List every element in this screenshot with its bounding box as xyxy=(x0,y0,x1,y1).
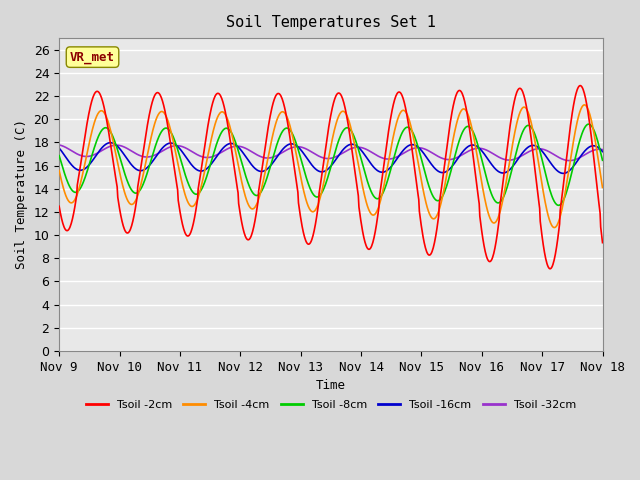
Y-axis label: Soil Temperature (C): Soil Temperature (C) xyxy=(15,120,28,269)
X-axis label: Time: Time xyxy=(316,379,346,392)
Text: VR_met: VR_met xyxy=(70,50,115,64)
Title: Soil Temperatures Set 1: Soil Temperatures Set 1 xyxy=(226,15,436,30)
Legend: Tsoil -2cm, Tsoil -4cm, Tsoil -8cm, Tsoil -16cm, Tsoil -32cm: Tsoil -2cm, Tsoil -4cm, Tsoil -8cm, Tsoi… xyxy=(81,395,580,414)
